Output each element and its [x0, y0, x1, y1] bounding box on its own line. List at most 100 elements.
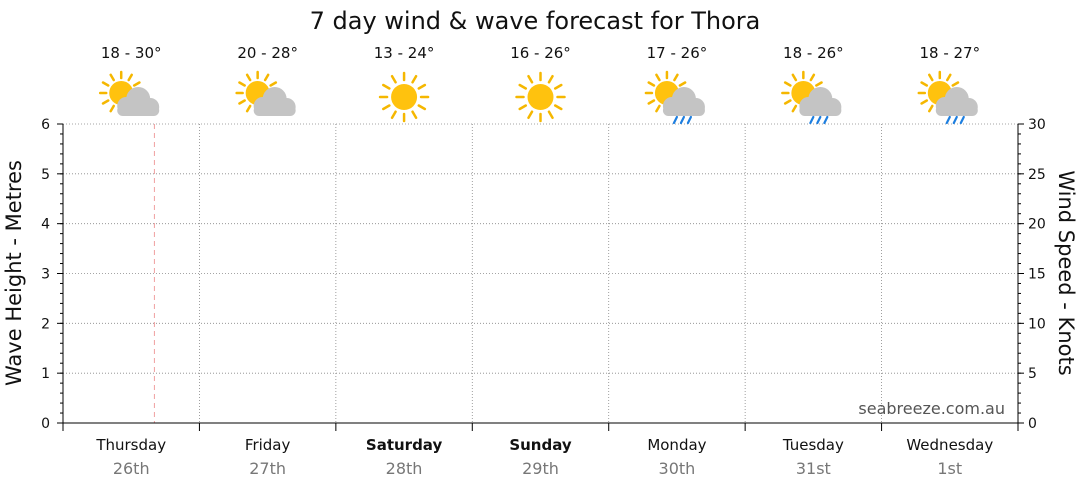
sun-ray — [815, 81, 823, 87]
y-right-tick-label: 25 — [1028, 167, 1046, 183]
sun-ray — [920, 81, 929, 87]
sun-ray — [553, 104, 563, 111]
sun-ray — [417, 83, 427, 90]
y-left-tick-label: 1 — [41, 366, 50, 382]
sun-ray — [946, 73, 952, 82]
sun-ray — [238, 99, 246, 105]
sun-cloud-icon — [98, 70, 160, 116]
day-date-label: 27th — [249, 459, 286, 478]
rain-drop — [959, 115, 965, 125]
sun-ray — [655, 104, 661, 113]
sun-ray — [109, 73, 115, 82]
y-left-tick-label: 2 — [41, 316, 50, 332]
sun-disc — [527, 84, 554, 110]
temperature-range-label: 18 - 26° — [783, 44, 844, 62]
y-left-tick-label: 5 — [41, 167, 50, 183]
sun-ray — [245, 104, 252, 113]
sun-ray — [928, 104, 934, 113]
rain-drop — [952, 115, 958, 125]
y-right-axis-title: Wind Speed - Knots — [1054, 170, 1078, 375]
y-left-tick-label: 0 — [41, 416, 50, 432]
day-date-label: 1st — [937, 459, 962, 478]
rain-drop — [686, 115, 693, 125]
sun-ray — [527, 74, 534, 84]
temperature-range-label: 18 - 27° — [919, 44, 980, 62]
sun-ray — [382, 104, 391, 111]
temperature-range-label: 17 - 26° — [647, 44, 708, 62]
sun-ray — [928, 73, 934, 82]
sun-ray — [382, 83, 391, 90]
sun-ray — [647, 99, 656, 105]
y-right-tick-label: 30 — [1028, 117, 1046, 133]
chart-title: 7 day wind & wave forecast for Thora — [310, 7, 761, 35]
cloud-base — [662, 105, 705, 116]
y-right-tick-label: 20 — [1028, 217, 1046, 233]
sun-icon — [378, 71, 430, 123]
sun-ray — [132, 81, 141, 87]
rain-drop — [809, 115, 815, 125]
sun-ray — [547, 110, 554, 120]
sun-ray — [269, 81, 278, 87]
temperature-range-label: 13 - 24° — [374, 44, 435, 62]
sun-ray — [238, 81, 246, 87]
sun-ray — [127, 73, 133, 82]
y-right-tick-label: 5 — [1028, 366, 1037, 382]
sun-ray — [791, 73, 798, 82]
sun-ray — [553, 83, 563, 90]
sun-ray — [547, 74, 554, 84]
sun-cloud-icon — [235, 70, 296, 116]
temperature-range-label: 16 - 26° — [510, 44, 571, 62]
rain-drop — [823, 115, 829, 125]
sun-ray — [263, 73, 270, 82]
day-date-label: 31st — [796, 459, 831, 478]
day-name-label: Tuesday — [782, 436, 844, 454]
y-left-tick-label: 3 — [41, 267, 50, 283]
y-left-tick-label: 6 — [41, 117, 50, 133]
sun-ray — [655, 73, 661, 82]
y-right-tick-label: 10 — [1028, 316, 1046, 332]
cloud-base — [799, 105, 842, 116]
sun-ray — [101, 99, 110, 105]
sun-ray — [518, 104, 528, 111]
rain-drop — [679, 115, 686, 125]
day-date-label: 28th — [386, 459, 423, 478]
sun-cloud-rain-icon — [917, 70, 978, 125]
sun-ray — [678, 81, 687, 87]
sun-ray — [518, 83, 528, 90]
sun-ray — [783, 99, 792, 105]
sun-ray — [101, 81, 110, 87]
day-date-label: 30th — [659, 459, 696, 478]
day-name-label: Wednesday — [906, 436, 993, 454]
temperature-range-label: 18 - 30° — [101, 44, 162, 62]
day-name-label: Friday — [245, 436, 291, 454]
sun-disc — [391, 84, 418, 110]
rain-drop — [945, 115, 951, 125]
watermark: seabreeze.com.au — [858, 399, 1005, 418]
day-name-label: Monday — [647, 436, 706, 454]
day-date-label: 26th — [113, 459, 150, 478]
sun-cloud-rain-icon — [781, 70, 842, 125]
cloud-base — [935, 105, 978, 116]
cloud-base — [117, 105, 160, 116]
sun-ray — [390, 110, 397, 120]
day-name-label: Saturday — [366, 436, 443, 454]
rain-drop — [672, 115, 679, 125]
sun-ray — [809, 73, 816, 82]
sun-ray — [920, 99, 929, 105]
sun-ray — [673, 73, 679, 82]
sun-ray — [245, 73, 252, 82]
sun-ray — [527, 110, 534, 120]
y-left-axis-title: Wave Height - Metres — [2, 160, 26, 386]
sun-ray — [647, 81, 656, 87]
sun-ray — [417, 104, 427, 111]
sun-icon — [515, 71, 566, 123]
sun-ray — [951, 81, 960, 87]
sun-ray — [411, 74, 418, 84]
rain-drop — [816, 115, 822, 125]
sun-cloud-rain-icon — [644, 70, 705, 125]
day-date-label: 29th — [522, 459, 559, 478]
day-name-label: Sunday — [509, 436, 572, 454]
y-left-tick-label: 4 — [41, 217, 50, 233]
